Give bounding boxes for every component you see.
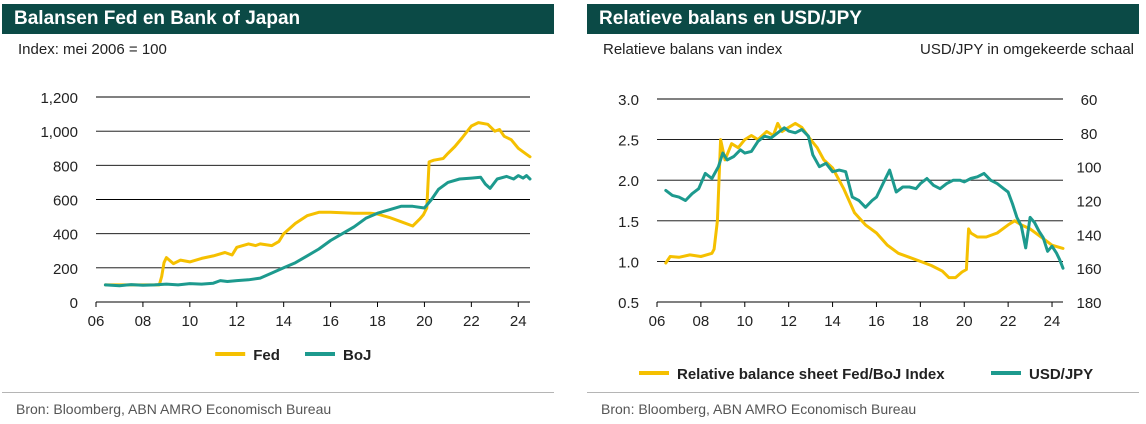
chart-title-bar: Relatieve balans en USD/JPY <box>587 4 1139 34</box>
chart-panel-relatieve-balans: Relatieve balans en USD/JPY Relatieve ba… <box>587 4 1139 420</box>
chart-title: Balansen Fed en Bank of Japan <box>14 8 301 29</box>
x-tick-label: 10 <box>181 313 198 330</box>
x-tick-label: 24 <box>1044 313 1061 330</box>
y-tick-label: 0 <box>70 295 78 312</box>
divider <box>587 392 1139 393</box>
x-tick-label: 16 <box>868 313 885 330</box>
y2-tick-label: 100 <box>1076 160 1101 177</box>
x-tick-label: 18 <box>912 313 929 330</box>
source-note: Bron: Bloomberg, ABN AMRO Economisch Bur… <box>16 401 332 417</box>
x-tick-label: 08 <box>693 313 710 330</box>
y-tick-label: 3.0 <box>618 92 639 109</box>
series-line-relative-balance-sheet-fed-boj-index <box>664 121 1065 280</box>
x-tick-label: 12 <box>228 313 245 330</box>
y-tick-label: 600 <box>53 193 78 210</box>
series-line-boj <box>103 174 532 288</box>
x-tick-label: 14 <box>824 313 841 330</box>
x-tick-label: 24 <box>510 313 527 330</box>
y-tick-label: 1.0 <box>618 254 639 271</box>
chart-panel-balansen: Balansen Fed en Bank of Japan Index: mei… <box>2 4 554 420</box>
y-tick-label: 200 <box>53 261 78 278</box>
y-tick-label: 2.0 <box>618 173 639 190</box>
chart-subtitle: Index: mei 2006 = 100 <box>18 41 167 58</box>
y2-tick-label: 60 <box>1081 92 1098 109</box>
x-tick-label: 08 <box>135 313 152 330</box>
x-tick-label: 22 <box>463 313 480 330</box>
y2-tick-label: 140 <box>1076 227 1101 244</box>
source-note: Bron: Bloomberg, ABN AMRO Economisch Bur… <box>601 401 917 417</box>
legend-label-usd-jpy: USD/JPY <box>1029 366 1093 383</box>
y-tick-label: 1,000 <box>40 124 78 141</box>
x-tick-label: 06 <box>88 313 105 330</box>
y2-tick-label: 160 <box>1076 261 1101 278</box>
x-tick-label: 10 <box>736 313 753 330</box>
line-chart-relatieve-balans: Relatieve balans van index USD/JPY in omg… <box>603 41 1134 383</box>
divider <box>2 392 554 393</box>
chart-title: Relatieve balans en USD/JPY <box>599 8 862 29</box>
legend-label-fed: Fed <box>253 347 280 364</box>
x-tick-label: 20 <box>956 313 973 330</box>
y2-tick-label: 80 <box>1081 126 1098 143</box>
chart-subtitle-left: Relatieve balans van index <box>603 41 783 58</box>
y-tick-label: 1,200 <box>40 90 78 107</box>
series-line-fed <box>103 121 532 287</box>
x-tick-label: 20 <box>416 313 433 330</box>
y2-tick-label: 180 <box>1076 295 1101 312</box>
y-tick-label: 0.5 <box>618 295 639 312</box>
y-tick-label: 2.5 <box>618 133 639 150</box>
series-line-usd-jpy <box>664 126 1065 270</box>
x-tick-label: 12 <box>780 313 797 330</box>
x-tick-label: 06 <box>649 313 666 330</box>
y-tick-label: 800 <box>53 158 78 175</box>
line-chart-balansen: Index: mei 2006 = 100 0 200 400 600 800 1,000 1… <box>18 41 532 364</box>
chart-subtitle-right: USD/JPY in omgekeerde schaal <box>920 41 1134 58</box>
chart-title-bar: Balansen Fed en Bank of Japan <box>2 4 554 34</box>
x-tick-label: 18 <box>369 313 386 330</box>
legend-label-relative-balance-sheet-fed-boj-index: Relative balance sheet Fed/BoJ Index <box>677 366 945 383</box>
y-tick-label: 400 <box>53 227 78 244</box>
x-tick-label: 16 <box>322 313 339 330</box>
x-tick-label: 14 <box>275 313 292 330</box>
x-tick-label: 22 <box>1000 313 1017 330</box>
y2-tick-label: 120 <box>1076 194 1101 211</box>
y-tick-label: 1.5 <box>618 214 639 231</box>
legend-label-boj: BoJ <box>343 347 371 364</box>
